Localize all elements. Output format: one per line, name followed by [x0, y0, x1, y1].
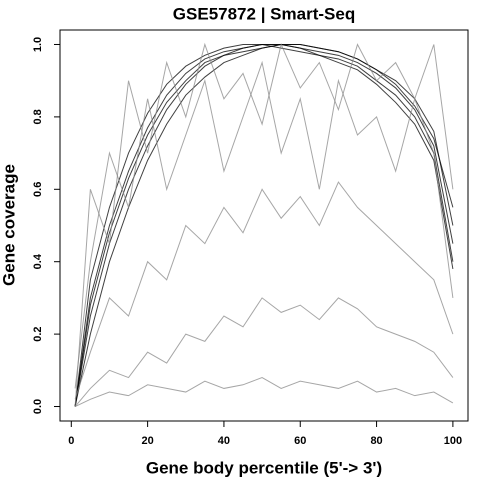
- y-tick-label: 0.0: [32, 399, 44, 414]
- x-tick-label: 0: [68, 435, 74, 447]
- x-tick-label: 80: [370, 435, 382, 447]
- coverage-line: [74, 43, 454, 407]
- y-tick-label: 1.0: [32, 37, 44, 52]
- y-axis-label: Gene coverage: [0, 164, 18, 286]
- x-tick-label: 40: [218, 435, 230, 447]
- chart-title: GSE57872 | Smart-Seq: [173, 4, 355, 23]
- plot-frame: [59, 29, 469, 422]
- coverage-line: [74, 42, 454, 407]
- coverage-line: [74, 297, 454, 407]
- x-tick-label: 20: [141, 435, 153, 447]
- coverage-line: [74, 60, 454, 389]
- x-tick-label: 100: [444, 435, 462, 447]
- x-tick-label: 60: [294, 435, 306, 447]
- y-tick-label: 0.2: [32, 326, 44, 341]
- x-axis-label: Gene body percentile (5'-> 3'): [146, 458, 382, 477]
- coverage-line: [74, 377, 454, 407]
- y-tick-label: 0.4: [32, 253, 44, 269]
- coverage-line: [74, 181, 454, 400]
- y-tick-label: 0.8: [32, 109, 44, 124]
- coverage-line: [74, 43, 454, 407]
- y-tick-label: 0.6: [32, 182, 44, 197]
